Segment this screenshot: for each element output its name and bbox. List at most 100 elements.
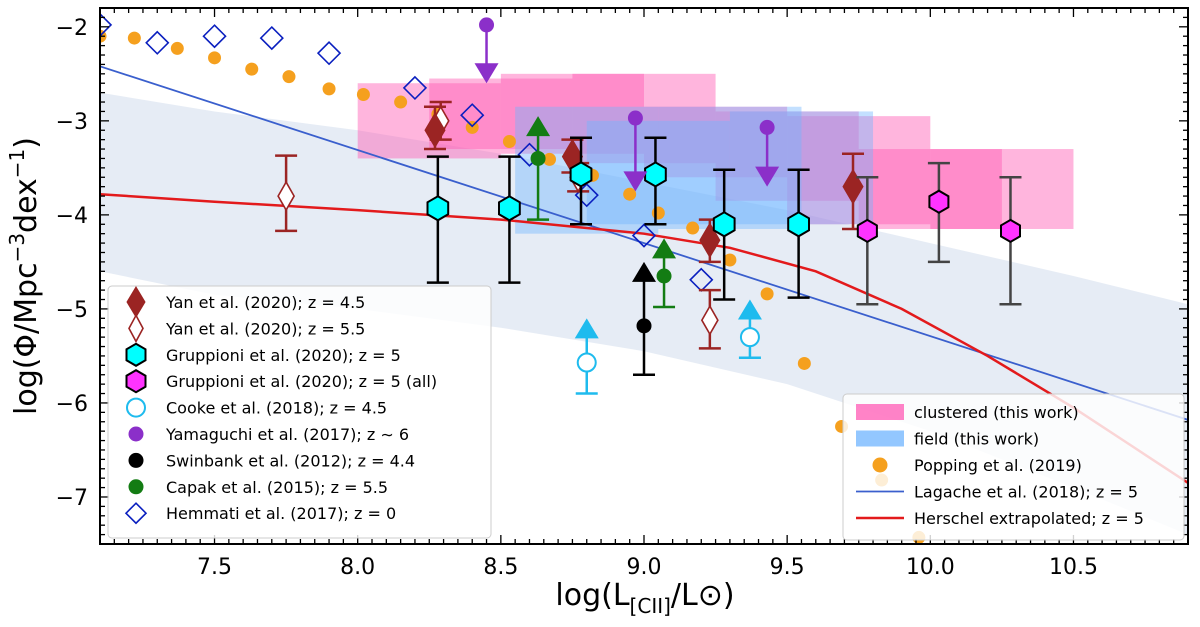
- x-tick-label: 9.0: [627, 555, 662, 580]
- popping-point: [127, 31, 141, 45]
- x-tick-label: 7.5: [197, 555, 232, 580]
- legend-right-label: Popping et al. (2019): [914, 456, 1082, 475]
- cooke-arrow-head: [737, 299, 762, 320]
- popping-point: [356, 88, 370, 102]
- popping-point: [760, 287, 774, 301]
- legend-left-label: Cooke et al. (2018); z = 4.5: [166, 399, 387, 418]
- popping-point: [723, 253, 737, 267]
- yamaguchi-point: [479, 17, 495, 33]
- legend-left: Yan et al. (2020); z = 4.5 Yan et al. (20…: [107, 285, 492, 539]
- x-axis-title: log(L[CII]/L⊙): [555, 578, 734, 618]
- clustered-box: [429, 78, 573, 150]
- legend-right-label: Lagache et al. (2018); z = 5: [914, 483, 1138, 502]
- hemmati-point: [631, 223, 657, 248]
- x-tick-label: 8.0: [340, 555, 375, 580]
- legend-marker-hexagon: [125, 342, 147, 367]
- capak-arrow-head: [652, 238, 677, 259]
- popping-point: [543, 152, 557, 166]
- popping-point: [322, 82, 336, 96]
- capak-point: [656, 268, 672, 284]
- legend-marker-circle: [128, 479, 144, 495]
- gruppioni-point: [787, 211, 810, 238]
- popping-point: [245, 62, 259, 76]
- legend-left-label: Capak et al. (2015); z = 5.5: [166, 478, 388, 497]
- legend-left-label: Hemmati et al. (2017); z = 0: [166, 504, 396, 523]
- popping-point: [465, 120, 479, 134]
- popping-point: [651, 206, 665, 220]
- yan55-point: [700, 304, 719, 336]
- legend-marker-circle: [872, 457, 888, 473]
- legend-right-label: Herschel extrapolated; z = 5: [914, 509, 1144, 528]
- popping-point: [623, 187, 637, 201]
- gruppioni-all-point: [928, 189, 950, 214]
- gruppioni-point: [712, 211, 736, 238]
- capak-arrow-head: [526, 116, 551, 137]
- gruppioni-point: [644, 161, 667, 188]
- popping-point: [282, 70, 296, 84]
- y-tick-label: −6: [56, 392, 88, 417]
- x-tick-label: 9.5: [770, 555, 805, 580]
- legend-left-box: [107, 285, 492, 539]
- yamaguchi-arrow-head: [623, 171, 648, 192]
- swinbank-point: [636, 318, 652, 334]
- legend-right-box: [842, 393, 1185, 541]
- y-tick-label: −4: [56, 204, 88, 229]
- yan45-point: [424, 112, 446, 149]
- clustered-box: [572, 73, 716, 164]
- hemmati-point: [517, 142, 542, 167]
- cooke-arrow-head: [574, 318, 599, 339]
- legend-right-label: field (this work): [914, 430, 1039, 449]
- legend-left-label: Yan et al. (2020); z = 5.5: [165, 319, 365, 338]
- x-tick-label: 10.5: [1049, 555, 1098, 580]
- yan55-point: [277, 180, 296, 212]
- x-tick-label: 10.0: [906, 555, 955, 580]
- popping-point: [502, 135, 516, 149]
- y-tick-label: −7: [56, 486, 88, 511]
- legend-right-label: clustered (this work): [914, 403, 1079, 422]
- legend-right: clustered (this work) field (this work) Po…: [842, 393, 1185, 541]
- hemmati-point: [259, 25, 284, 51]
- popping-point: [394, 95, 408, 109]
- y-tick-label: −2: [56, 16, 88, 41]
- popping-point: [208, 51, 222, 65]
- gruppioni-point: [426, 195, 450, 222]
- legend-marker-circle: [128, 426, 144, 442]
- legend-marker-patch: [856, 404, 904, 420]
- legend-left-label: Gruppioni et al. (2020); z = 5 (all): [166, 372, 437, 391]
- capak-point: [530, 150, 546, 166]
- clustered-box: [644, 106, 788, 178]
- axis-ticks: 7.5 8.0 8.5 9.0 9.5 10.0 10.5 −2 −3 −4 −5 −6 −7: [56, 7, 1189, 580]
- clustered-box: [715, 111, 859, 201]
- y-tick-label: −3: [56, 110, 88, 135]
- gruppioni-all-point: [1000, 218, 1021, 244]
- legend-marker-hexagon: [125, 369, 147, 394]
- yamaguchi-point: [627, 110, 643, 126]
- legend-left-label: Gruppioni et al. (2020); z = 5: [166, 346, 401, 365]
- gruppioni-point: [569, 161, 593, 188]
- hemmati-point: [316, 41, 342, 66]
- field-box: [729, 111, 874, 225]
- gruppioni-all-point: [856, 218, 878, 244]
- legend-left-label: Swinbank et al. (2012); z = 4.4: [166, 451, 415, 470]
- y-tick-label: −5: [56, 298, 88, 323]
- clustered-box: [930, 149, 1074, 229]
- hemmati-point: [202, 24, 227, 49]
- cooke-point: [576, 352, 597, 373]
- y-axis-title: log(Φ/Mpc−3dex−1): [5, 137, 44, 415]
- legend-left-label: Yan et al. (2020); z = 4.5: [165, 293, 365, 312]
- swinbank-arrow-head: [632, 261, 656, 282]
- legend-marker-circle: [128, 452, 144, 468]
- legend-marker-patch: [856, 430, 904, 447]
- hemmati-point: [100, 12, 113, 38]
- hemmati-point: [460, 103, 485, 128]
- clustered-box: [787, 116, 931, 225]
- popping-point: [170, 41, 184, 55]
- hemmati-point: [402, 75, 428, 101]
- popping-point: [686, 221, 700, 235]
- yamaguchi-arrow-head: [474, 63, 499, 84]
- gruppioni-point: [498, 195, 521, 222]
- cooke-point: [739, 327, 760, 348]
- legend-marker-diamond-open: [128, 313, 144, 344]
- hemmati-point: [145, 30, 170, 55]
